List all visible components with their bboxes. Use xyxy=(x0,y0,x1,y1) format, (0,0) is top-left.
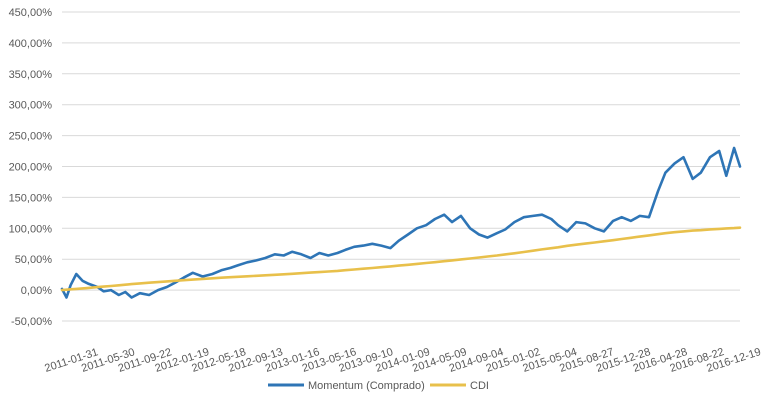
series-line-cdi xyxy=(60,226,742,292)
y-tick-label: 400,00% xyxy=(9,38,53,50)
y-tick-label: -50,00% xyxy=(11,316,52,328)
y-tick-label: 250,00% xyxy=(9,131,53,143)
y-tick-label: 450,00% xyxy=(9,7,53,19)
y-tick-label: 50,00% xyxy=(15,254,53,266)
series-line-momentum-comprado xyxy=(60,146,742,299)
y-tick-label: 200,00% xyxy=(9,162,53,174)
gridlines xyxy=(62,11,740,322)
y-tick-label: 300,00% xyxy=(9,100,53,112)
legend: Momentum (Comprado) CDI xyxy=(268,380,489,392)
y-axis-tick-labels: -50,00% 0,00% 50,00% 100,00% 150,00% 200,00% 2… xyxy=(9,7,53,328)
y-tick-label: 350,00% xyxy=(9,69,53,81)
y-tick-label: 100,00% xyxy=(9,223,53,235)
legend-label-cdi: CDI xyxy=(470,380,489,392)
y-tick-label: 0,00% xyxy=(21,285,52,297)
y-tick-label: 150,00% xyxy=(9,192,53,204)
legend-label-momentum-comprado: Momentum (Comprado) xyxy=(308,380,425,392)
x-axis-tick-labels: 2011-01-312011-05-302011-09-222012-01-19… xyxy=(43,346,762,375)
